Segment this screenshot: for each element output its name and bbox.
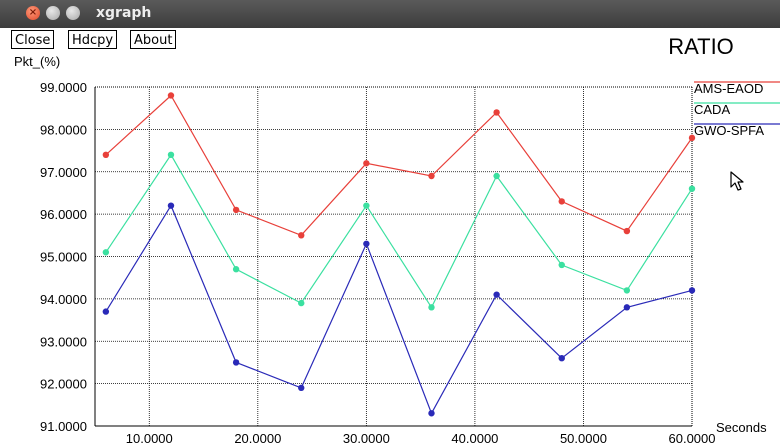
series-ams-eaod bbox=[102, 92, 696, 239]
series bbox=[102, 92, 696, 417]
data-point bbox=[558, 355, 565, 362]
data-point bbox=[298, 299, 305, 307]
data-point bbox=[298, 232, 305, 239]
minimize-icon[interactable] bbox=[46, 6, 60, 20]
y-tick-label: 91.0000 bbox=[40, 419, 87, 434]
mouse-pointer-icon bbox=[730, 171, 744, 191]
data-point bbox=[493, 291, 500, 298]
data-point bbox=[167, 151, 175, 158]
data-point bbox=[688, 185, 696, 192]
series-line bbox=[105, 204, 693, 415]
data-point bbox=[232, 359, 240, 366]
data-point bbox=[558, 198, 565, 205]
legend-label: GWO-SPFA bbox=[694, 123, 764, 138]
data-point bbox=[688, 287, 696, 294]
title-bar: × xgraph bbox=[0, 0, 780, 28]
data-point bbox=[623, 287, 631, 294]
y-tick-label: 98.0000 bbox=[40, 122, 87, 137]
y-tick-label: 96.0000 bbox=[40, 207, 87, 222]
close-button[interactable]: Close bbox=[11, 30, 55, 49]
maximize-icon[interactable] bbox=[66, 6, 80, 20]
x-tick-label: 30.0000 bbox=[343, 431, 390, 446]
data-point bbox=[102, 308, 110, 315]
y-tick-label: 95.0000 bbox=[40, 250, 87, 265]
y-tick-label: 99.0000 bbox=[40, 80, 87, 95]
series-cada bbox=[102, 151, 696, 311]
x-tick-label: 60.0000 bbox=[669, 431, 716, 446]
x-tick-label: 20.0000 bbox=[234, 431, 281, 446]
x-tick-label: 10.0000 bbox=[126, 431, 173, 446]
grid bbox=[94, 86, 693, 427]
legend: AMS-EAOD CADA GWO-SPFA bbox=[694, 81, 780, 138]
data-point bbox=[623, 304, 631, 311]
data-point bbox=[102, 151, 110, 158]
data-point bbox=[232, 206, 240, 214]
x-tick-label: 50.0000 bbox=[560, 431, 607, 446]
data-point bbox=[493, 109, 500, 116]
data-point bbox=[428, 410, 435, 417]
series-line bbox=[105, 94, 693, 237]
legend-label: AMS-EAOD bbox=[694, 81, 763, 96]
x-axis-label: Seconds bbox=[716, 420, 767, 435]
data-point bbox=[167, 202, 175, 209]
chart-title: RATIO bbox=[668, 34, 734, 59]
series-gwo-spfa bbox=[102, 202, 696, 417]
data-point bbox=[428, 304, 435, 311]
tick-labels: 91.0000 92.0000 93.0000 94.0000 95.0000 96.00… bbox=[40, 80, 716, 446]
close-icon[interactable]: × bbox=[26, 6, 40, 20]
data-point bbox=[623, 227, 631, 235]
data-point bbox=[688, 134, 696, 142]
about-button[interactable]: About bbox=[130, 30, 177, 49]
window-title: xgraph bbox=[96, 5, 152, 21]
data-point bbox=[232, 266, 240, 273]
y-axis-label: Pkt_(%) bbox=[14, 54, 60, 69]
data-point bbox=[167, 92, 175, 99]
y-tick-label: 94.0000 bbox=[40, 292, 87, 307]
data-point bbox=[363, 160, 370, 167]
x-tick-label: 40.0000 bbox=[451, 431, 498, 446]
data-point bbox=[102, 249, 110, 256]
hdcpy-button[interactable]: Hdcpy bbox=[68, 30, 118, 49]
y-tick-label: 92.0000 bbox=[40, 377, 87, 392]
y-tick-label: 97.0000 bbox=[40, 165, 87, 180]
data-point bbox=[493, 172, 500, 180]
legend-label: CADA bbox=[694, 102, 730, 117]
data-point bbox=[363, 202, 370, 209]
y-tick-label: 93.0000 bbox=[40, 334, 87, 349]
data-point bbox=[298, 384, 305, 392]
data-point bbox=[558, 261, 565, 269]
data-point bbox=[363, 240, 370, 247]
series-line bbox=[105, 153, 693, 309]
data-point bbox=[428, 172, 435, 180]
